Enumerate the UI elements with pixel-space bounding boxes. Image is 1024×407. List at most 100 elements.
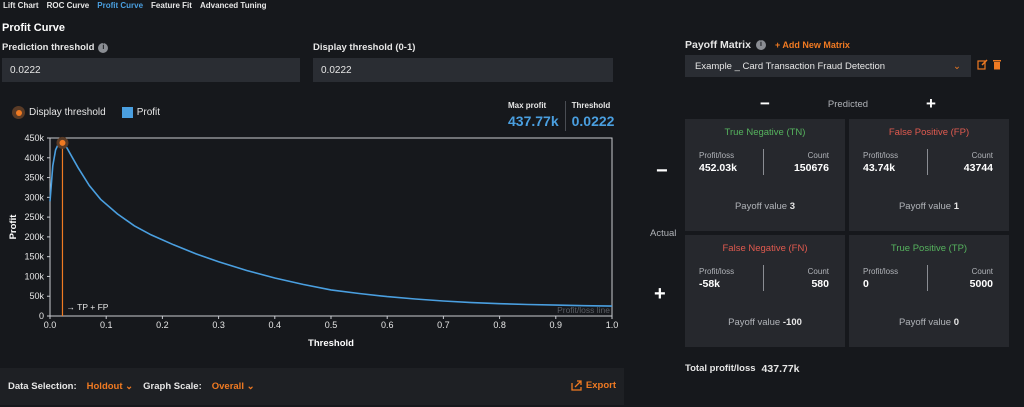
section-title: Profit Curve: [2, 22, 65, 34]
y-tick-label: 350k: [24, 173, 44, 183]
x-tick-label: 0.7: [437, 320, 450, 330]
graph-scale-dropdown[interactable]: Overall ⌄: [212, 381, 255, 392]
minus-icon: −: [760, 94, 770, 113]
y-tick-label: 150k: [24, 252, 44, 262]
count-label: Count: [807, 151, 829, 160]
x-tick-label: 0.5: [325, 320, 338, 330]
y-tick-label: 50k: [29, 291, 44, 301]
prediction-threshold-label-text: Prediction threshold: [2, 42, 95, 53]
payoff-matrix-select[interactable]: Example _ Card Transaction Fraud Detecti…: [685, 55, 971, 77]
cell-title: False Negative (FN): [722, 243, 808, 254]
prediction-threshold-input[interactable]: [2, 58, 300, 82]
profit-loss-label: Profit/loss: [863, 267, 899, 276]
x-tick-label: 0.2: [156, 320, 169, 330]
profit-series-line: [49, 141, 613, 307]
y-tick-label: 450k: [24, 133, 44, 143]
payoff-matrix-header: Payoff Matrix i + Add New Matrix: [685, 39, 850, 51]
payoff-matrix-title: Payoff Matrix: [685, 39, 751, 51]
threshold-marker-label: → TP + FP: [66, 302, 108, 312]
cell-title: False Positive (FP): [888, 127, 970, 138]
payoff-value-label: Payoff value: [728, 317, 781, 328]
chart-toolbar: Data Selection: Holdout ⌄ Graph Scale: O…: [0, 368, 624, 405]
payoff-value: Payoff value 0: [849, 317, 1009, 328]
cell-title: True Positive (TP): [890, 243, 968, 254]
stat-divider: [564, 101, 566, 131]
total-profit-loss: Total profit/loss 437.77k: [685, 363, 800, 375]
profit-loss-value: 43.74k: [863, 162, 896, 174]
export-button[interactable]: Export: [571, 380, 616, 391]
payoff-value-label: Payoff value: [898, 201, 952, 212]
predicted-axis: − Predicted +: [760, 94, 936, 113]
payoff-value-number: 1: [953, 201, 960, 212]
x-tick-label: 0.0: [44, 320, 57, 330]
cell-true-positive[interactable]: True Positive (TP) Profit/loss 0 Count 500…: [849, 235, 1009, 347]
tab-profit-curve[interactable]: Profit Curve: [97, 1, 144, 10]
watermark-label: Profit/loss line: [557, 305, 610, 315]
chart-stats: Max profit 437.77k Threshold 0.0222: [502, 101, 620, 131]
data-selection-value: Holdout: [86, 381, 123, 392]
info-icon[interactable]: i: [98, 42, 109, 53]
delete-icon[interactable]: [992, 59, 1002, 70]
profit-loss-value: -58k: [699, 278, 721, 290]
profit-loss-value: 0: [863, 278, 869, 290]
count-value: 150676: [793, 162, 829, 174]
chevron-down-icon: ⌄: [246, 381, 255, 392]
payoff-value-number: 3: [789, 201, 796, 212]
actual-label: Actual: [650, 228, 677, 239]
tab-bar: Lift Chart ROC Curve Profit Curve Featur…: [0, 0, 271, 14]
x-tick-label: 0.3: [212, 320, 225, 330]
legend-display-threshold: Display threshold: [29, 107, 106, 118]
chart-legend: Display threshold Profit: [12, 106, 160, 119]
chevron-down-icon: ⌄: [953, 60, 961, 72]
count-value: 580: [811, 278, 829, 290]
count-value: 5000: [969, 278, 993, 290]
x-tick-label: 0.9: [550, 320, 563, 330]
plus-icon: +: [654, 283, 666, 305]
export-icon: [571, 380, 582, 391]
y-tick-label: 400k: [24, 153, 44, 163]
x-axis-label: Threshold: [308, 338, 354, 349]
display-threshold-label: Display threshold (0-1): [313, 42, 416, 53]
tab-feature-fit[interactable]: Feature Fit: [151, 1, 192, 10]
payoff-value-label: Payoff value: [898, 317, 952, 328]
cell-true-negative[interactable]: True Negative (TN) Profit/loss 452.03k Co…: [685, 119, 845, 231]
profit-curve-chart[interactable]: 0 50k 100k 150k 200k 250k 300k 350k 400k 450k 0.0 0…: [0, 128, 624, 356]
profit-legend-swatch-icon: [121, 107, 133, 118]
y-axis-label: Profit: [8, 214, 19, 240]
data-selection-label: Data Selection:: [8, 381, 77, 392]
cell-false-positive[interactable]: False Positive (FP) Profit/loss 43.74k Co…: [849, 119, 1009, 231]
x-tick-label: 0.1: [100, 320, 113, 330]
prediction-threshold-label: Prediction threshold i: [2, 42, 109, 53]
data-selection-dropdown[interactable]: Holdout ⌄: [87, 381, 134, 392]
payoff-value: Payoff value 1: [849, 201, 1009, 212]
x-tick-label: 0.4: [269, 320, 282, 330]
display-threshold-input[interactable]: [313, 58, 613, 82]
count-label: Count: [807, 267, 829, 276]
payoff-value: Payoff value 3: [685, 201, 845, 212]
add-new-matrix-button[interactable]: + Add New Matrix: [774, 40, 850, 50]
cell-false-negative[interactable]: False Negative (FN) Profit/loss -58k Coun…: [685, 235, 845, 347]
edit-icon[interactable]: [977, 59, 988, 70]
threshold-value: 0.0222: [571, 113, 615, 129]
threshold-stat: Threshold 0.0222: [566, 101, 621, 131]
graph-scale-label: Graph Scale:: [143, 381, 202, 392]
count-label: Count: [971, 151, 993, 160]
tab-lift-chart[interactable]: Lift Chart: [3, 1, 39, 10]
tab-roc-curve[interactable]: ROC Curve: [46, 1, 90, 10]
minus-icon: −: [656, 160, 668, 182]
cell-title: True Negative (TN): [724, 127, 806, 138]
payoff-value-label: Payoff value: [734, 201, 788, 212]
tab-advanced-tuning[interactable]: Advanced Tuning: [199, 1, 267, 10]
profit-loss-label: Profit/loss: [863, 151, 899, 160]
info-icon[interactable]: i: [755, 40, 766, 50]
max-profit-value: 437.77k: [508, 113, 559, 129]
payoff-matrix-selected: Example _ Card Transaction Fraud Detecti…: [695, 60, 886, 72]
payoff-value-number: -100: [782, 317, 802, 328]
total-profit-loss-label: Total profit/loss: [685, 363, 756, 374]
profit-loss-value: 452.03k: [699, 162, 737, 174]
add-new-matrix-label: Add New Matrix: [782, 40, 850, 50]
count-value: 43744: [963, 162, 993, 174]
profit-loss-label: Profit/loss: [699, 267, 735, 276]
payoff-value: Payoff value -100: [685, 317, 845, 328]
threshold-point: [59, 139, 66, 146]
